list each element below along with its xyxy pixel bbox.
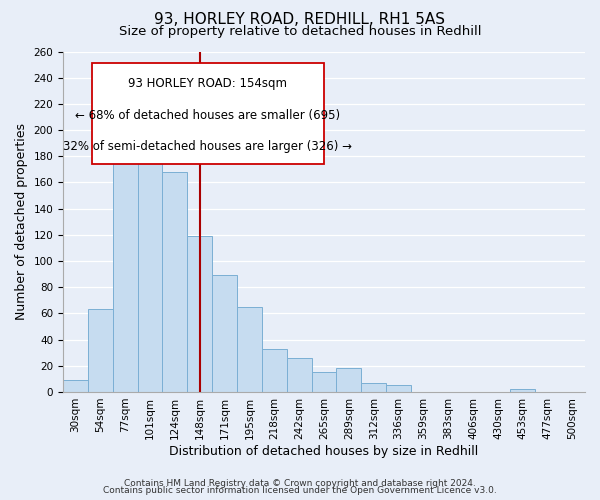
Text: ← 68% of detached houses are smaller (695): ← 68% of detached houses are smaller (69…	[76, 110, 340, 122]
Bar	[212, 276, 237, 392]
Bar	[88, 310, 113, 392]
FancyBboxPatch shape	[92, 64, 324, 164]
Bar	[311, 372, 337, 392]
Bar	[137, 117, 163, 392]
Bar	[386, 386, 411, 392]
Bar	[361, 383, 386, 392]
Text: 93, HORLEY ROAD, REDHILL, RH1 5AS: 93, HORLEY ROAD, REDHILL, RH1 5AS	[155, 12, 445, 28]
X-axis label: Distribution of detached houses by size in Redhill: Distribution of detached houses by size …	[169, 444, 479, 458]
Bar	[163, 172, 187, 392]
Text: 93 HORLEY ROAD: 154sqm: 93 HORLEY ROAD: 154sqm	[128, 77, 287, 90]
Bar	[187, 236, 212, 392]
Y-axis label: Number of detached properties: Number of detached properties	[15, 123, 28, 320]
Bar	[511, 390, 535, 392]
Bar	[113, 124, 137, 392]
Bar	[337, 368, 361, 392]
Text: 32% of semi-detached houses are larger (326) →: 32% of semi-detached houses are larger (…	[64, 140, 352, 153]
Bar	[262, 348, 287, 392]
Text: Contains HM Land Registry data © Crown copyright and database right 2024.: Contains HM Land Registry data © Crown c…	[124, 478, 476, 488]
Bar	[63, 380, 88, 392]
Bar	[287, 358, 311, 392]
Bar	[237, 307, 262, 392]
Text: Contains public sector information licensed under the Open Government Licence v3: Contains public sector information licen…	[103, 486, 497, 495]
Text: Size of property relative to detached houses in Redhill: Size of property relative to detached ho…	[119, 25, 481, 38]
